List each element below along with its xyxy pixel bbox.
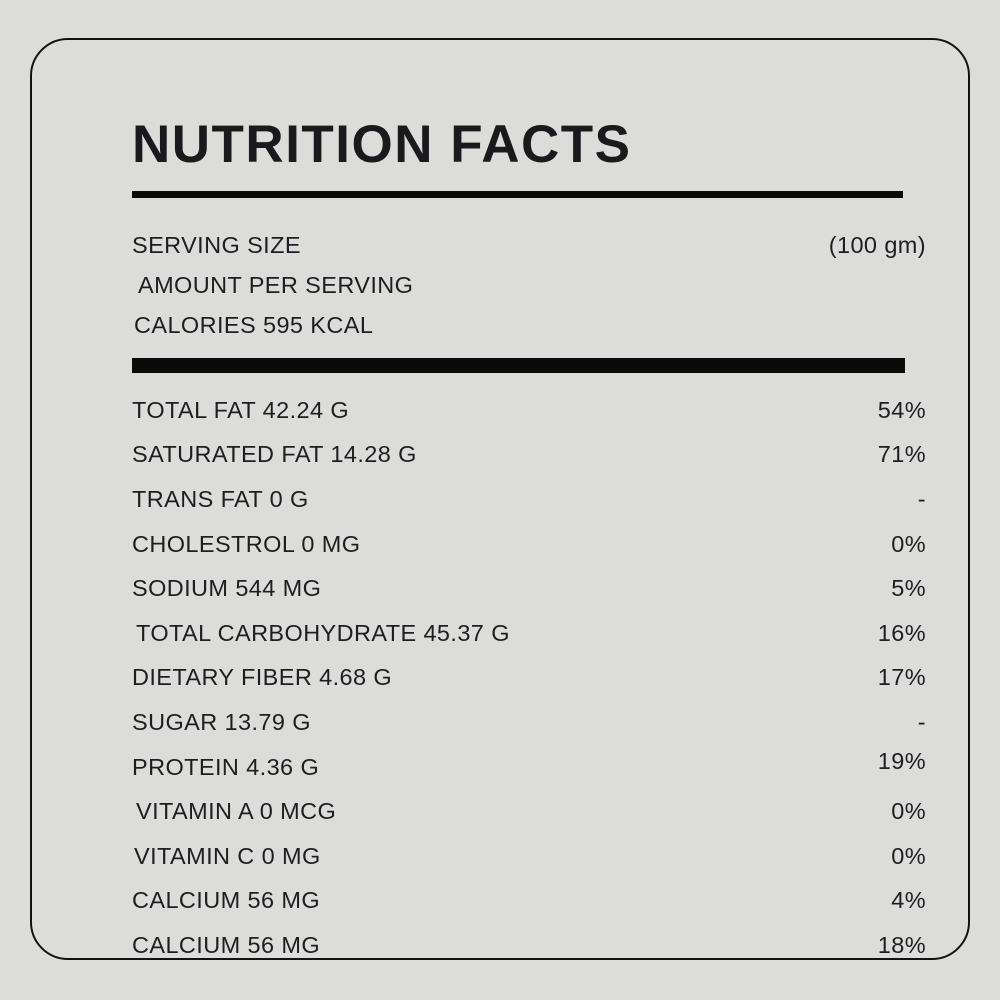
nutrient-row-calcium-2: CALCIUM 56 MG 18% xyxy=(132,923,926,968)
nutrient-table: TOTAL FAT 42.24 G 54% SATURATED FAT 14.2… xyxy=(132,388,926,968)
nutrient-row-vitamin-a: VITAMIN A 0 MCG 0% xyxy=(132,789,926,834)
serving-size-row: SERVING SIZE (100 gm) xyxy=(132,225,926,265)
section-divider-bar xyxy=(132,358,905,373)
nutrient-row-sodium: SODIUM 544 MG 5% xyxy=(132,566,926,611)
nutrient-label: TOTAL FAT 42.24 G xyxy=(132,396,350,423)
title-divider-bar xyxy=(132,191,903,198)
calories-label: CALORIES 595 KCAL xyxy=(134,311,374,338)
nutrition-facts-title: NUTRITION FACTS xyxy=(132,115,632,174)
nutrient-label: SODIUM 544 MG xyxy=(132,575,322,602)
nutrient-row-vitamin-c: VITAMIN C 0 MG 0% xyxy=(132,834,926,879)
daily-value: 17% xyxy=(877,664,926,691)
nutrient-row-sugar: SUGAR 13.79 G - xyxy=(132,700,926,745)
serving-info-block: SERVING SIZE (100 gm) AMOUNT PER SERVING… xyxy=(132,225,926,345)
serving-size-label: SERVING SIZE xyxy=(132,231,301,258)
daily-value: 5% xyxy=(891,575,926,602)
nutrient-label: DIETARY FIBER 4.68 G xyxy=(132,664,393,691)
daily-value: 16% xyxy=(877,619,926,646)
nutrient-row-trans-fat: TRANS FAT 0 G - xyxy=(132,477,926,522)
serving-size-value: (100 gm) xyxy=(828,231,926,258)
nutrient-row-saturated-fat: SATURATED FAT 14.28 G 71% xyxy=(132,433,926,478)
daily-value: - xyxy=(917,485,926,512)
daily-value: - xyxy=(917,708,926,735)
nutrient-row-total-fat: TOTAL FAT 42.24 G 54% xyxy=(132,388,926,433)
nutrient-label: CHOLESTROL 0 MG xyxy=(132,530,361,557)
nutrient-label: SATURATED FAT 14.28 G xyxy=(132,441,417,468)
daily-value: 19% xyxy=(877,747,926,774)
nutrient-label: PROTEIN 4.36 G xyxy=(132,753,320,780)
nutrient-row-dietary-fiber: DIETARY FIBER 4.68 G 17% xyxy=(132,656,926,701)
nutrient-label: TOTAL CARBOHYDRATE 45.37 G xyxy=(136,619,510,646)
daily-value: 0% xyxy=(891,842,926,869)
nutrient-row-total-carbohydrate: TOTAL CARBOHYDRATE 45.37 G 16% xyxy=(132,611,926,656)
nutrient-row-protein: PROTEIN 4.36 G 19% xyxy=(132,745,926,790)
daily-value: 18% xyxy=(877,931,926,958)
nutrient-label: CALCIUM 56 MG xyxy=(132,931,321,958)
nutrient-label: VITAMIN C 0 MG xyxy=(134,842,321,869)
nutrient-row-cholestrol: CHOLESTROL 0 MG 0% xyxy=(132,522,926,567)
nutrient-label: CALCIUM 56 MG xyxy=(132,887,321,914)
daily-value: 0% xyxy=(891,530,926,557)
nutrient-label: TRANS FAT 0 G xyxy=(132,485,309,512)
nutrient-row-calcium-1: CALCIUM 56 MG 4% xyxy=(132,879,926,924)
amount-per-serving-label: AMOUNT PER SERVING xyxy=(138,271,414,298)
daily-value: 4% xyxy=(891,887,926,914)
daily-value: 54% xyxy=(877,396,926,423)
daily-value: 71% xyxy=(877,441,926,468)
nutrient-label: VITAMIN A 0 MCG xyxy=(136,798,337,825)
daily-value: 0% xyxy=(891,798,926,825)
nutrition-facts-card: NUTRITION FACTS SERVING SIZE (100 gm) AM… xyxy=(30,38,970,960)
nutrient-label: SUGAR 13.79 G xyxy=(132,708,311,735)
